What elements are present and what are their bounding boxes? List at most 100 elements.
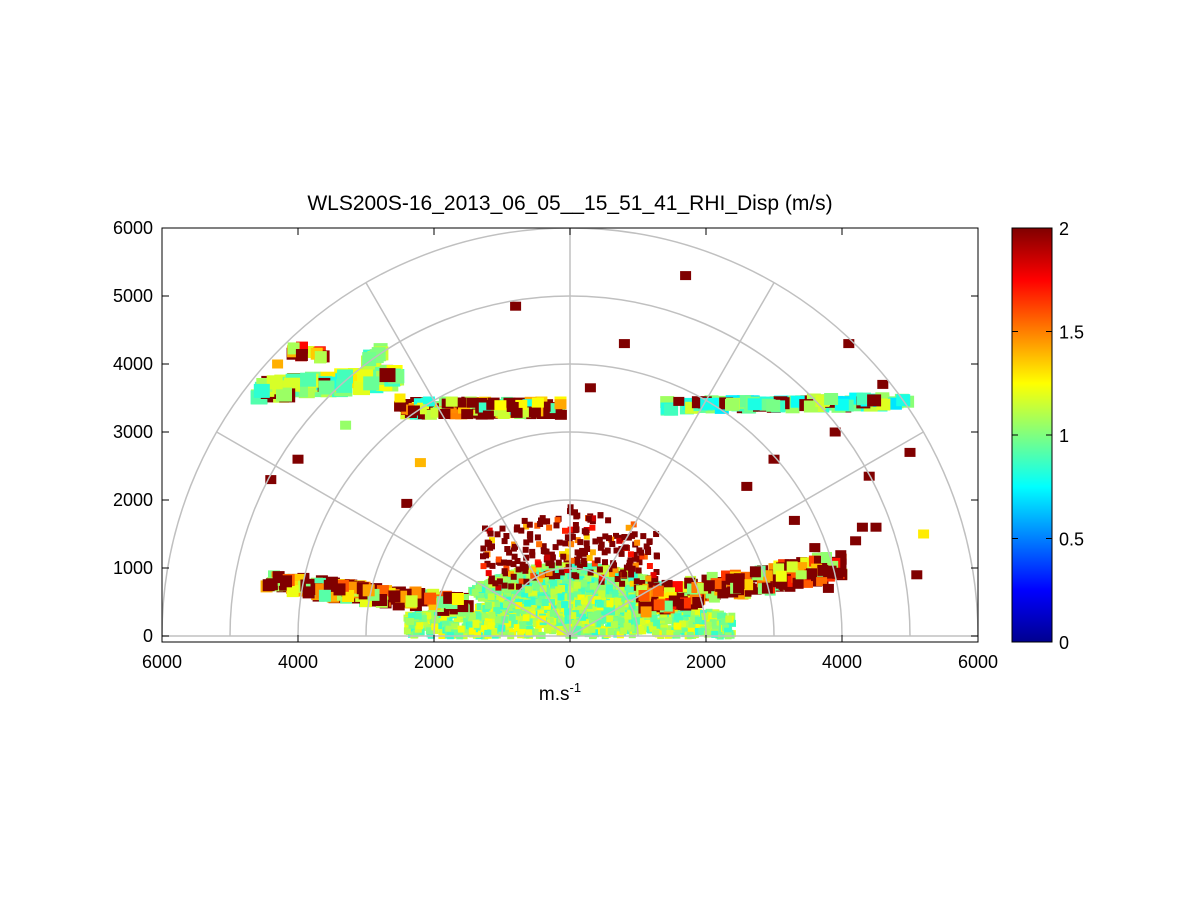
data-cell <box>680 271 692 281</box>
data-cell <box>544 518 551 525</box>
data-cell <box>494 616 502 624</box>
data-cell <box>506 559 513 566</box>
data-cell <box>594 581 602 589</box>
data-cell <box>560 553 567 560</box>
y-tick-label: 4000 <box>113 354 153 374</box>
data-cell <box>633 606 641 613</box>
data-cell <box>527 531 534 538</box>
polar-grid <box>162 228 978 637</box>
data-cell <box>445 626 453 633</box>
data-cell <box>519 621 527 629</box>
data-cell <box>530 591 538 599</box>
data-cell <box>870 522 882 532</box>
data-cell <box>624 607 631 615</box>
data-cell <box>567 572 575 580</box>
data-cell <box>419 614 427 622</box>
data-cell <box>262 579 275 592</box>
data-cell <box>495 556 502 563</box>
data-cell <box>788 515 800 525</box>
data-cell <box>403 627 411 635</box>
data-cell <box>487 530 494 537</box>
data-cell <box>504 606 512 614</box>
data-cell <box>622 544 629 551</box>
colorbar <box>1011 227 1053 643</box>
data-cell <box>756 576 768 588</box>
grid-spoke <box>569 431 924 637</box>
data-cell <box>704 621 712 629</box>
data-cell <box>568 557 575 564</box>
data-cell <box>495 620 503 628</box>
data-cell <box>603 630 611 638</box>
data-cell <box>569 561 577 569</box>
data-cell <box>628 571 635 578</box>
data-cell <box>414 458 426 468</box>
data-cell <box>534 625 542 633</box>
data-cell <box>564 554 571 561</box>
data-cell <box>477 590 485 598</box>
data-cell <box>624 612 632 620</box>
data-cell <box>431 627 439 634</box>
data-cell <box>576 552 583 559</box>
data-cell <box>918 529 930 539</box>
data-cell <box>445 396 458 407</box>
data-cell <box>394 401 407 412</box>
data-cell <box>490 628 498 636</box>
data-cell <box>525 629 533 637</box>
data-cell <box>688 611 696 618</box>
data-cell <box>628 594 636 602</box>
data-cell <box>576 563 583 570</box>
data-cell <box>627 624 635 632</box>
data-cell <box>506 549 513 556</box>
data-cell <box>480 625 488 633</box>
data-cell <box>363 376 380 391</box>
data-cell <box>621 571 628 578</box>
colorbar-tick-label: 1 <box>1059 426 1069 446</box>
data-cell <box>602 559 608 566</box>
data-cell <box>526 592 534 600</box>
data-cell <box>516 589 524 597</box>
data-cell <box>565 563 572 570</box>
data-cell <box>484 560 491 567</box>
data-cell <box>531 397 544 408</box>
data-cell <box>610 621 618 629</box>
data-cell <box>545 560 552 567</box>
data-cell <box>621 534 628 540</box>
data-cell <box>569 612 577 620</box>
data-cell <box>679 620 687 628</box>
data-cell <box>766 399 781 412</box>
data-cell <box>717 612 725 620</box>
data-cell <box>477 594 485 602</box>
data-cell <box>624 579 631 587</box>
data-cell <box>570 604 578 612</box>
data-cell <box>407 618 415 625</box>
data-cell <box>424 592 437 605</box>
data-cell <box>482 410 494 420</box>
data-cell <box>510 561 517 568</box>
data-cell <box>654 553 660 560</box>
data-cell <box>617 585 625 593</box>
data-cell <box>698 627 706 635</box>
data-cell <box>510 620 518 627</box>
data-cell <box>468 613 476 620</box>
data-cell <box>551 625 558 633</box>
data-cell <box>792 577 804 589</box>
data-cell <box>638 597 650 608</box>
data-cell <box>775 570 787 582</box>
data-cell <box>529 548 536 555</box>
data-cell <box>480 545 487 552</box>
data-cell <box>550 588 558 596</box>
data-cell <box>527 536 534 543</box>
colorbar-tick-label: 0.5 <box>1059 530 1084 550</box>
data-cell <box>484 586 492 594</box>
data-cell <box>596 566 603 573</box>
grid-spoke <box>365 282 571 637</box>
data-cell <box>513 526 520 533</box>
data-cell <box>362 352 377 367</box>
x-tick-label: 4000 <box>278 652 318 672</box>
data-cell <box>611 589 619 597</box>
data-cell <box>803 400 818 413</box>
data-cell <box>605 594 613 602</box>
data-cell <box>598 574 605 581</box>
data-cell <box>652 585 664 597</box>
